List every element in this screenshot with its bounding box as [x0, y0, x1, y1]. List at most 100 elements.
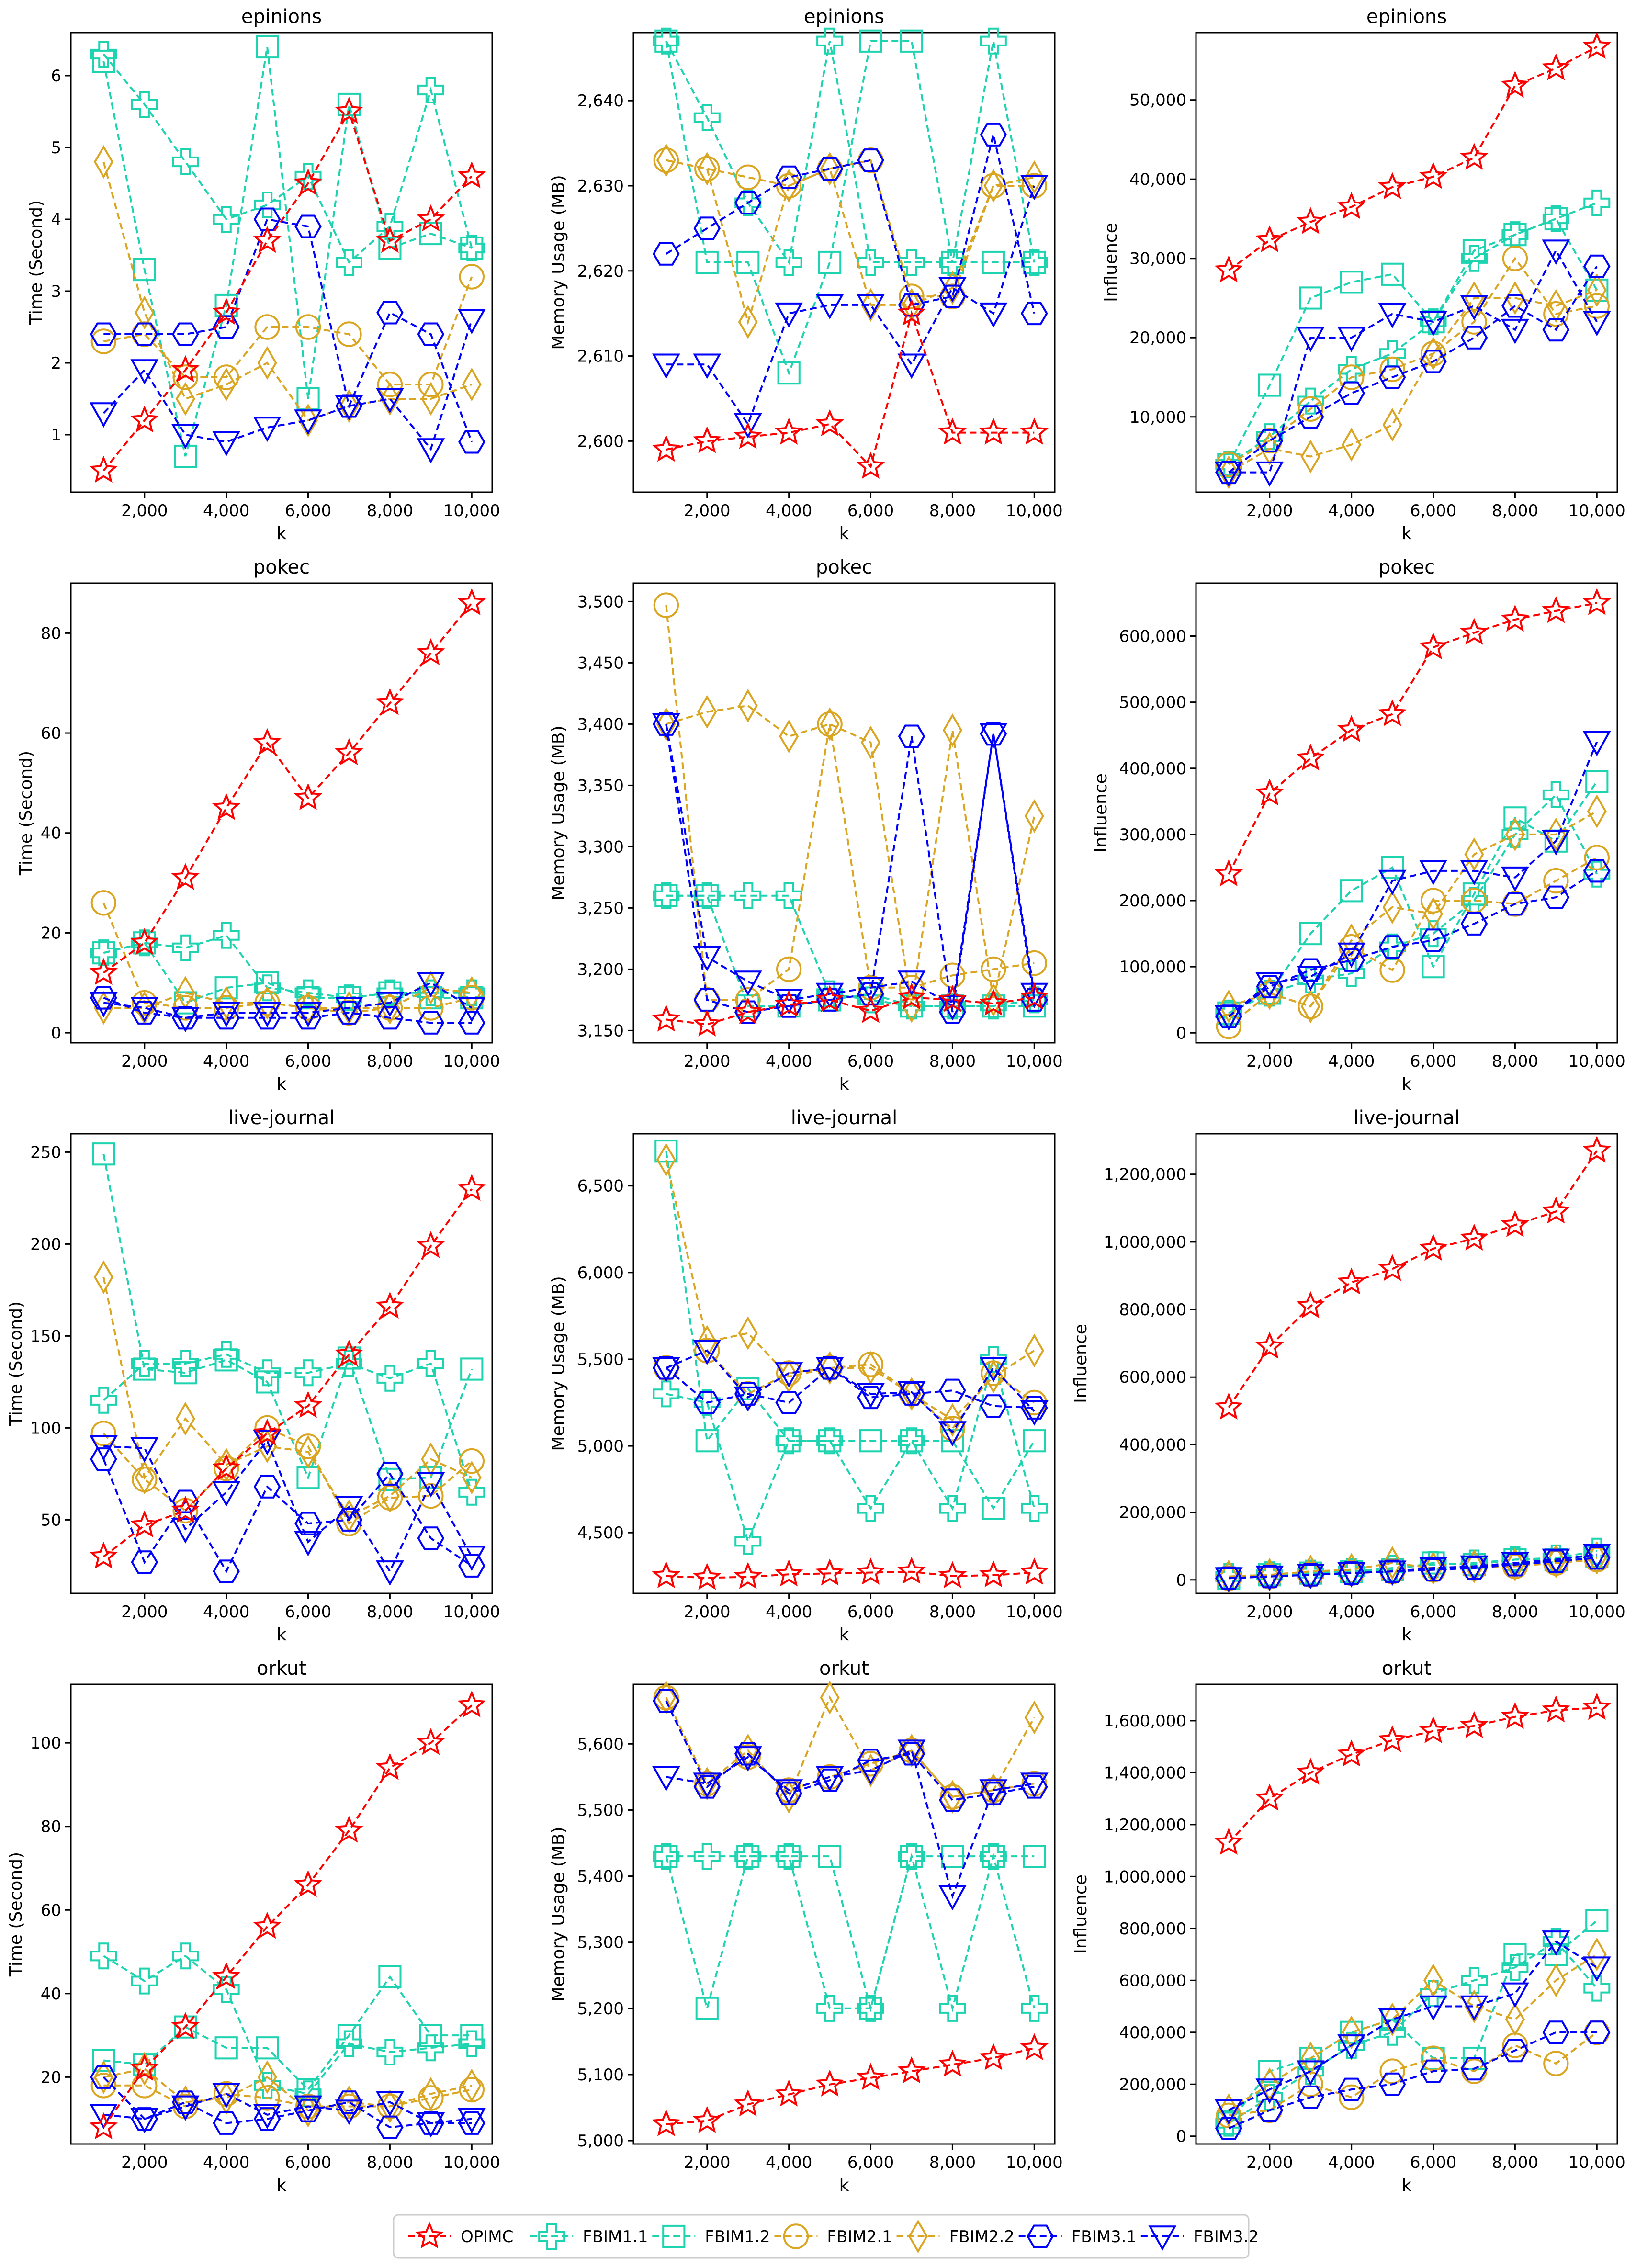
- point-fbim3-2: [212, 1002, 241, 1027]
- point-fbim3-2: [775, 1779, 803, 1805]
- point-fbim2-2: [1587, 1937, 1607, 1972]
- point-fbim2-2: [1219, 455, 1239, 489]
- point-fbim2-2: [462, 1460, 482, 1495]
- chart-panel-live-journal-3: live-journal 2,000 4,000 6,000 8,000 10,000 0 2…: [1071, 1107, 1625, 1645]
- x-tick-label: 4,000: [766, 1052, 812, 1071]
- point-fbim2-1: [418, 1483, 444, 1509]
- series-fbim3-2: [652, 1739, 1049, 1911]
- point-fbim1-1: [417, 77, 444, 103]
- series-opimc: [652, 1557, 1049, 1590]
- point-opimc: [1296, 207, 1325, 234]
- point-fbim1-1: [857, 249, 884, 276]
- point-opimc: [1378, 1254, 1407, 1281]
- y-axis-label: Time (Second): [6, 1301, 26, 1426]
- point-fbim3-2: [1501, 1552, 1529, 1578]
- point-fbim3-2: [693, 946, 722, 971]
- y-tick-label: 200,000: [1119, 1503, 1186, 1523]
- point-fbim1-1: [857, 1995, 884, 2022]
- series-fbim2-2: [656, 688, 1044, 1023]
- series-opimc: [1214, 1693, 1611, 1855]
- point-fbim3-2: [457, 997, 486, 1023]
- x-tick-label: 10,000: [1568, 1602, 1625, 1622]
- series-line: [666, 1749, 1035, 1899]
- point-fbim3-2: [1296, 966, 1325, 991]
- chart-title: live-journal: [1354, 1107, 1460, 1129]
- x-axis-label: k: [839, 1625, 849, 1645]
- point-fbim2-1: [295, 995, 321, 1021]
- series-line: [665, 605, 1035, 1001]
- point-fbim3-1: [1420, 928, 1447, 952]
- y-tick-label: 300,000: [1119, 825, 1186, 845]
- y-tick-label: 5,200: [577, 1999, 624, 2019]
- point-fbim1-2: [174, 1361, 197, 1385]
- y-tick-label: 3,200: [577, 960, 624, 979]
- chart-panel-epinions-3: epinions 2,000 4,000 6,000 8,000 10,000 10,000…: [1101, 6, 1625, 543]
- series-fbim3-2: [652, 175, 1049, 439]
- point-fbim1-1: [1460, 245, 1488, 272]
- point-fbim3-2: [417, 438, 445, 464]
- y-tick-label: 30,000: [1129, 249, 1186, 269]
- series-line: [103, 942, 472, 1004]
- series-line: [666, 894, 1035, 1007]
- point-fbim1-1: [213, 922, 240, 949]
- series-fbim3-1: [653, 123, 1048, 326]
- point-fbim2-2: [298, 1435, 318, 1469]
- point-fbim1-1: [1501, 1954, 1529, 1981]
- series-line: [1228, 257, 1597, 465]
- x-tick-label: 4,000: [203, 1052, 249, 1071]
- series-line: [102, 1277, 473, 1518]
- y-axis-label: Time (Second): [26, 200, 46, 325]
- y-tick-label: 2,610: [577, 347, 624, 366]
- y-tick-label: 800,000: [1119, 1919, 1186, 1939]
- point-fbim2-1: [1461, 309, 1487, 335]
- y-tick-label: 3,350: [577, 776, 624, 795]
- chart-title: live-journal: [228, 1107, 335, 1129]
- plot-frame: [70, 582, 493, 1044]
- y-axis-label: Memory Usage (MB): [549, 725, 568, 900]
- point-opimc: [212, 297, 241, 325]
- y-tick-label: 60: [41, 724, 61, 743]
- y-tick-label: 6,000: [577, 1264, 624, 1283]
- point-fbim3-2: [1020, 175, 1049, 201]
- x-axis-label: k: [1402, 1625, 1412, 1645]
- y-tick-label: 4,500: [577, 1523, 624, 1543]
- point-opimc: [652, 1004, 680, 1032]
- chart-panel-orkut-2: orkut 2,000 4,000 6,000 8,000 10,000 5,000 5,10…: [549, 1658, 1063, 2195]
- y-axis-label: Influence: [1091, 773, 1111, 853]
- point-fbim1-2: [255, 2036, 279, 2060]
- point-fbim3-1: [1256, 429, 1284, 452]
- point-fbim3-1: [213, 1006, 240, 1030]
- x-tick-label: 6,000: [1410, 1602, 1456, 1622]
- point-fbim2-1: [336, 1511, 362, 1536]
- point-fbim3-1: [775, 165, 802, 189]
- y-tick-label: 400,000: [1119, 1435, 1186, 1455]
- point-fbim2-1: [90, 328, 117, 354]
- y-axis-label: Influence: [1071, 1324, 1091, 1403]
- y-tick-label: 200,000: [1119, 2075, 1186, 2094]
- series-fbim1-1: [90, 1341, 485, 1506]
- point-fbim3-2: [1337, 327, 1366, 352]
- point-fbim3-1: [816, 157, 844, 181]
- point-fbim3-1: [376, 301, 404, 325]
- point-fbim3-2: [815, 294, 844, 320]
- point-fbim2-1: [1216, 2102, 1242, 2129]
- point-opimc: [417, 204, 445, 232]
- point-fbim2-2: [1382, 2002, 1402, 2036]
- point-fbim1-2: [378, 236, 402, 260]
- series-line: [103, 1975, 472, 2091]
- legend-marker-fbim2-2: [908, 2219, 928, 2254]
- point-fbim2-2: [1587, 1541, 1607, 1575]
- point-fbim3-2: [89, 1435, 118, 1461]
- point-fbim1-1: [775, 1427, 802, 1455]
- point-opimc: [212, 1453, 241, 1481]
- series-fbim3-1: [653, 712, 1048, 1024]
- y-tick-label: 40: [41, 1985, 61, 2004]
- point-fbim3-1: [939, 1378, 966, 1402]
- point-fbim3-1: [1020, 1775, 1048, 1799]
- point-fbim3-1: [898, 1742, 925, 1766]
- point-fbim2-2: [820, 707, 840, 741]
- chart-title: orkut: [819, 1658, 869, 1680]
- x-tick-label: 10,000: [443, 2153, 500, 2172]
- point-fbim3-2: [294, 409, 322, 435]
- x-tick-label: 8,000: [929, 1052, 976, 1071]
